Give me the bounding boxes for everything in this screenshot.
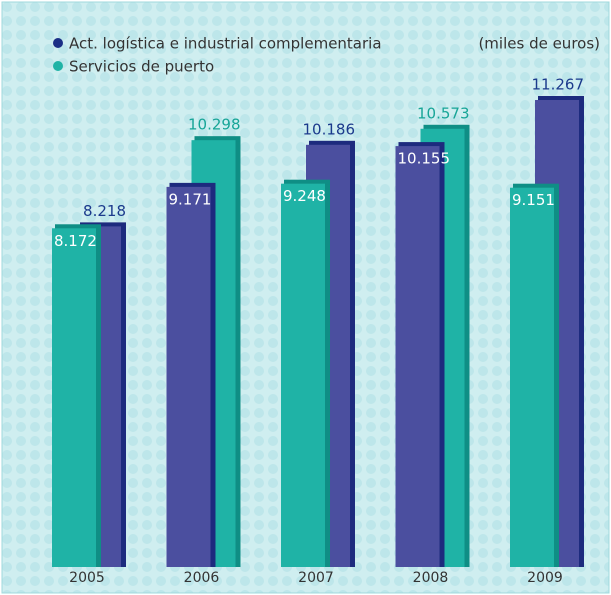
data-label: 10.573 [417,104,470,122]
bar-side [95,225,101,568]
bar-side [234,137,241,567]
data-label: 10.186 [303,120,356,138]
unit-note: (miles de euros) [478,35,600,53]
data-label: 11.267 [532,76,585,94]
bar-top [538,96,584,101]
bar-top [309,140,355,146]
legend-swatch [53,38,63,48]
data-label: 10.298 [188,116,241,134]
bar-top [513,183,559,189]
bar-top [194,136,241,142]
x-tick-label: 2006 [184,570,220,586]
bar [166,186,211,567]
bar-side [553,184,559,567]
bar [510,187,554,567]
bar-side [578,97,584,567]
bar-top [284,179,330,185]
bar [52,228,96,568]
data-label: 8.218 [83,202,126,220]
x-tick-label: 2007 [298,570,334,586]
bar-top [55,224,101,230]
data-label: 9.171 [169,190,212,208]
data-label: 10.155 [398,150,451,168]
bar-top [423,124,470,130]
bar [395,146,440,568]
bar-side [324,180,330,567]
data-label: 9.248 [283,187,326,205]
legend-swatch [53,61,63,71]
data-label: 9.151 [512,191,555,209]
bar [281,183,325,567]
x-tick-label: 2005 [69,570,105,586]
bar-side [463,125,470,567]
x-tick-label: 2008 [413,570,449,586]
legend-label: Act. logística e industrial complementar… [69,35,382,53]
bar-side [438,143,445,568]
bar-top [169,182,216,188]
bar-side [349,141,355,568]
bar-top [398,142,445,148]
x-tick-label: 2009 [527,570,563,586]
bar-side [209,183,216,567]
legend-label: Servicios de puerto [69,58,214,76]
data-label: 8.172 [54,232,97,250]
bar-top [80,222,126,228]
bar-side [120,223,126,567]
